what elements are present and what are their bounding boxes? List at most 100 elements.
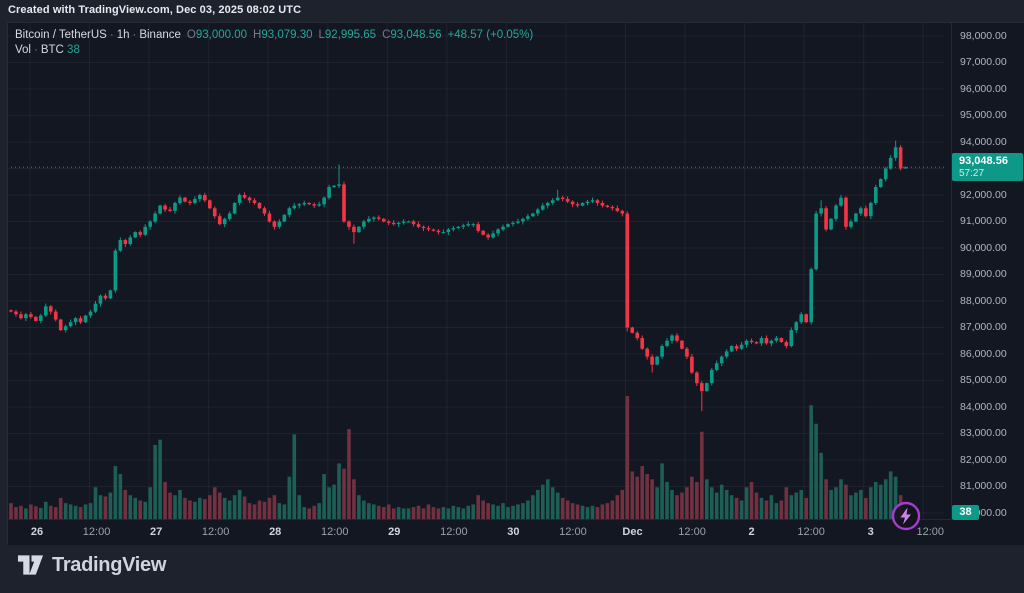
- candle: [193, 198, 197, 203]
- volume-bar: [605, 503, 610, 519]
- price-axis-label: 97,000.00: [960, 56, 1007, 68]
- volume-bar: [675, 495, 679, 519]
- legend-symbol-row: Bitcoin / TetherUS · 1h · Binance O93,000.00 H…: [15, 29, 534, 41]
- candle: [719, 356, 724, 364]
- volume-bar: [456, 507, 461, 519]
- volume-bar: [193, 501, 197, 519]
- volume-bar: [148, 487, 152, 519]
- volume-bar: [839, 479, 843, 519]
- chart-legend[interactable]: Bitcoin / TetherUS · 1h · Binance O93,000.00 H…: [15, 28, 533, 58]
- candle: [769, 340, 774, 344]
- candle: [123, 240, 128, 245]
- candle: [670, 335, 674, 341]
- candle: [809, 269, 813, 323]
- candle: [705, 383, 709, 392]
- candle: [267, 213, 272, 222]
- volume-bar: [854, 492, 858, 519]
- candle: [282, 214, 287, 222]
- candle: [680, 340, 684, 349]
- volume-bar: [436, 508, 441, 519]
- high-value: 93,079.30: [261, 29, 313, 41]
- candle: [203, 195, 207, 201]
- close-value: 93,048.56: [390, 29, 442, 41]
- footer-bar: TradingView: [0, 545, 1024, 593]
- chart-panel[interactable]: Bitcoin / TetherUS · 1h · Binance O93,000.00 H…: [7, 22, 1024, 545]
- candle: [272, 221, 277, 227]
- candle: [222, 218, 227, 225]
- volume-bar: [759, 497, 764, 519]
- volume-bar: [685, 487, 689, 519]
- candle: [237, 195, 242, 203]
- candlestick-chart-canvas[interactable]: [8, 23, 1024, 546]
- candle: [714, 363, 719, 370]
- price-axis-label: 86,000.00: [960, 347, 1007, 360]
- realtime-data-icon[interactable]: [885, 495, 927, 537]
- volume-bar: [232, 495, 237, 519]
- candle: [372, 217, 376, 219]
- volume-bar: [386, 504, 391, 519]
- symbol-title[interactable]: Bitcoin / TetherUS: [15, 29, 107, 41]
- open-value: 93,000.00: [195, 29, 248, 41]
- candle: [401, 221, 406, 223]
- volume-bar: [580, 505, 585, 519]
- volume-bar: [292, 434, 297, 519]
- tradingview-logo[interactable]: TradingView: [17, 553, 166, 577]
- candle: [545, 202, 550, 206]
- candle: [53, 311, 58, 320]
- volume-bar: [406, 508, 411, 519]
- candle: [804, 314, 808, 323]
- time-axis[interactable]: 26 12:00 27 12:00 28 12:00 29 12:00 30 12:00 Dec 12…: [8, 519, 951, 547]
- volume-bar: [208, 495, 212, 519]
- candle: [883, 168, 888, 180]
- volume-bar: [481, 500, 485, 519]
- volume-bar: [670, 489, 674, 519]
- price-axis[interactable]: 98,000.00 97,000.00 96,000.00 95,000.00 94,0…: [951, 23, 1024, 519]
- volume-bar: [327, 487, 331, 519]
- candle: [143, 226, 147, 235]
- volume-bar: [749, 481, 754, 519]
- candle: [749, 340, 754, 343]
- volume-bar: [322, 474, 326, 519]
- volume-bar: [650, 479, 654, 519]
- current-price-badge: 93,048.56 57:27: [952, 153, 1023, 182]
- volume-bar: [511, 505, 515, 519]
- low-value: 92,995.65: [324, 29, 377, 41]
- volume-bar: [446, 508, 451, 519]
- volume-bar: [63, 503, 68, 519]
- candle: [367, 218, 371, 222]
- volume-bar: [615, 495, 620, 519]
- candle: [441, 232, 446, 234]
- volume-bar: [287, 476, 292, 519]
- candle: [595, 200, 600, 203]
- volume-bar: [888, 471, 893, 519]
- volume-bar: [108, 492, 113, 519]
- volume-bar: [113, 466, 118, 519]
- candle: [873, 187, 878, 203]
- price-axis-label: 94,000.00: [960, 135, 1007, 148]
- volume-bar: [24, 508, 28, 519]
- volume-bar: [700, 431, 704, 519]
- volume-bar: [68, 504, 73, 519]
- volume-bar: [138, 500, 143, 519]
- volume-bar: [590, 505, 595, 519]
- candle: [173, 202, 177, 211]
- candle: [252, 200, 257, 203]
- candle: [585, 201, 590, 203]
- candle: [665, 340, 669, 347]
- candle: [560, 197, 565, 199]
- volume-bar: [247, 503, 252, 519]
- candle: [431, 229, 436, 231]
- volume-bar: [347, 429, 351, 519]
- price-axis-label: 84,000.00: [960, 400, 1007, 413]
- volume-bar: [396, 507, 401, 519]
- volume-unit: BTC: [40, 44, 64, 56]
- volume-bar: [695, 481, 699, 519]
- volume-bar: [381, 507, 386, 519]
- candle: [615, 208, 620, 211]
- candle: [43, 306, 48, 316]
- volume-bar: [163, 481, 167, 519]
- time-axis-label: 12:00: [559, 526, 587, 538]
- volume-bar: [372, 504, 376, 519]
- volume-bar: [804, 497, 808, 519]
